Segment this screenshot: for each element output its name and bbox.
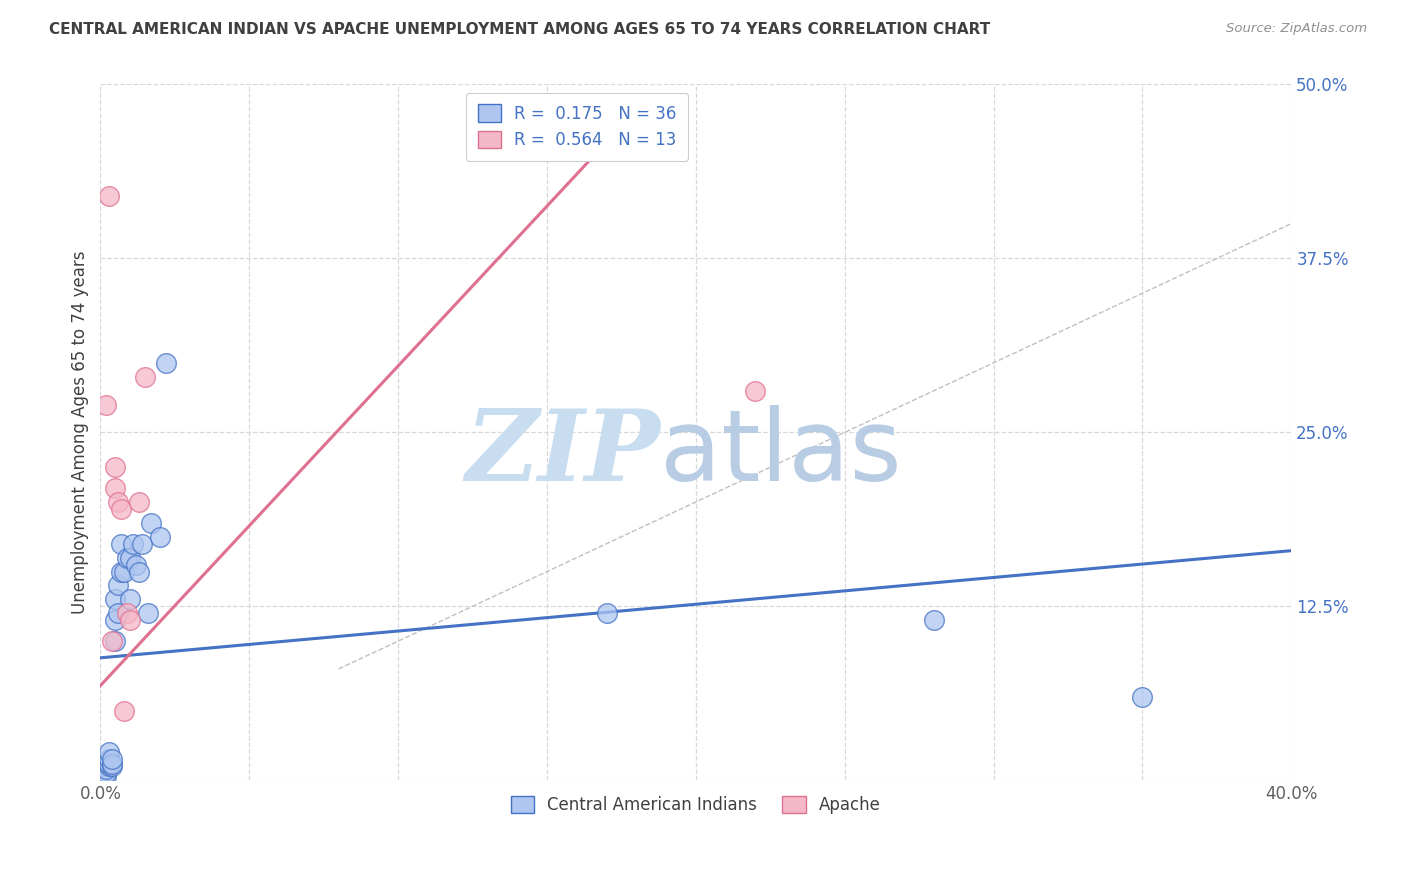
- Point: [149, 530, 172, 544]
- Point: [131, 537, 153, 551]
- Point: [134, 369, 156, 384]
- Point: [125, 558, 148, 572]
- Point: [101, 752, 124, 766]
- Point: [98, 746, 121, 760]
- Point: [136, 607, 159, 621]
- Point: [98, 759, 121, 773]
- Point: [1132, 690, 1154, 704]
- Point: [91, 766, 114, 780]
- Point: [155, 356, 177, 370]
- Point: [98, 188, 121, 202]
- Point: [104, 592, 127, 607]
- Point: [122, 537, 145, 551]
- Point: [128, 495, 150, 509]
- Point: [96, 766, 118, 780]
- Point: [91, 759, 114, 773]
- Point: [107, 495, 129, 509]
- Point: [101, 634, 124, 648]
- Point: [96, 762, 118, 776]
- Point: [96, 769, 118, 783]
- Point: [110, 565, 132, 579]
- Text: Source: ZipAtlas.com: Source: ZipAtlas.com: [1226, 22, 1367, 36]
- Point: [104, 634, 127, 648]
- Point: [595, 607, 617, 621]
- Point: [744, 384, 766, 398]
- Point: [98, 756, 121, 771]
- Point: [96, 398, 118, 412]
- Point: [128, 565, 150, 579]
- Text: atlas: atlas: [659, 405, 901, 501]
- Text: ZIP: ZIP: [465, 405, 659, 501]
- Point: [91, 764, 114, 778]
- Point: [101, 759, 124, 773]
- Point: [120, 550, 142, 565]
- Point: [139, 516, 162, 530]
- Point: [115, 607, 138, 621]
- Point: [922, 613, 945, 627]
- Point: [112, 704, 135, 718]
- Legend: Central American Indians, Apache: Central American Indians, Apache: [501, 786, 891, 824]
- Point: [104, 481, 127, 495]
- Point: [120, 592, 142, 607]
- Point: [104, 460, 127, 475]
- Point: [91, 769, 114, 783]
- Point: [110, 502, 132, 516]
- Point: [104, 613, 127, 627]
- Point: [120, 613, 142, 627]
- Point: [101, 756, 124, 771]
- Point: [115, 550, 138, 565]
- Point: [107, 607, 129, 621]
- Point: [112, 565, 135, 579]
- Text: CENTRAL AMERICAN INDIAN VS APACHE UNEMPLOYMENT AMONG AGES 65 TO 74 YEARS CORRELA: CENTRAL AMERICAN INDIAN VS APACHE UNEMPL…: [49, 22, 990, 37]
- Point: [98, 752, 121, 766]
- Y-axis label: Unemployment Among Ages 65 to 74 years: Unemployment Among Ages 65 to 74 years: [72, 251, 89, 614]
- Point: [107, 578, 129, 592]
- Point: [110, 537, 132, 551]
